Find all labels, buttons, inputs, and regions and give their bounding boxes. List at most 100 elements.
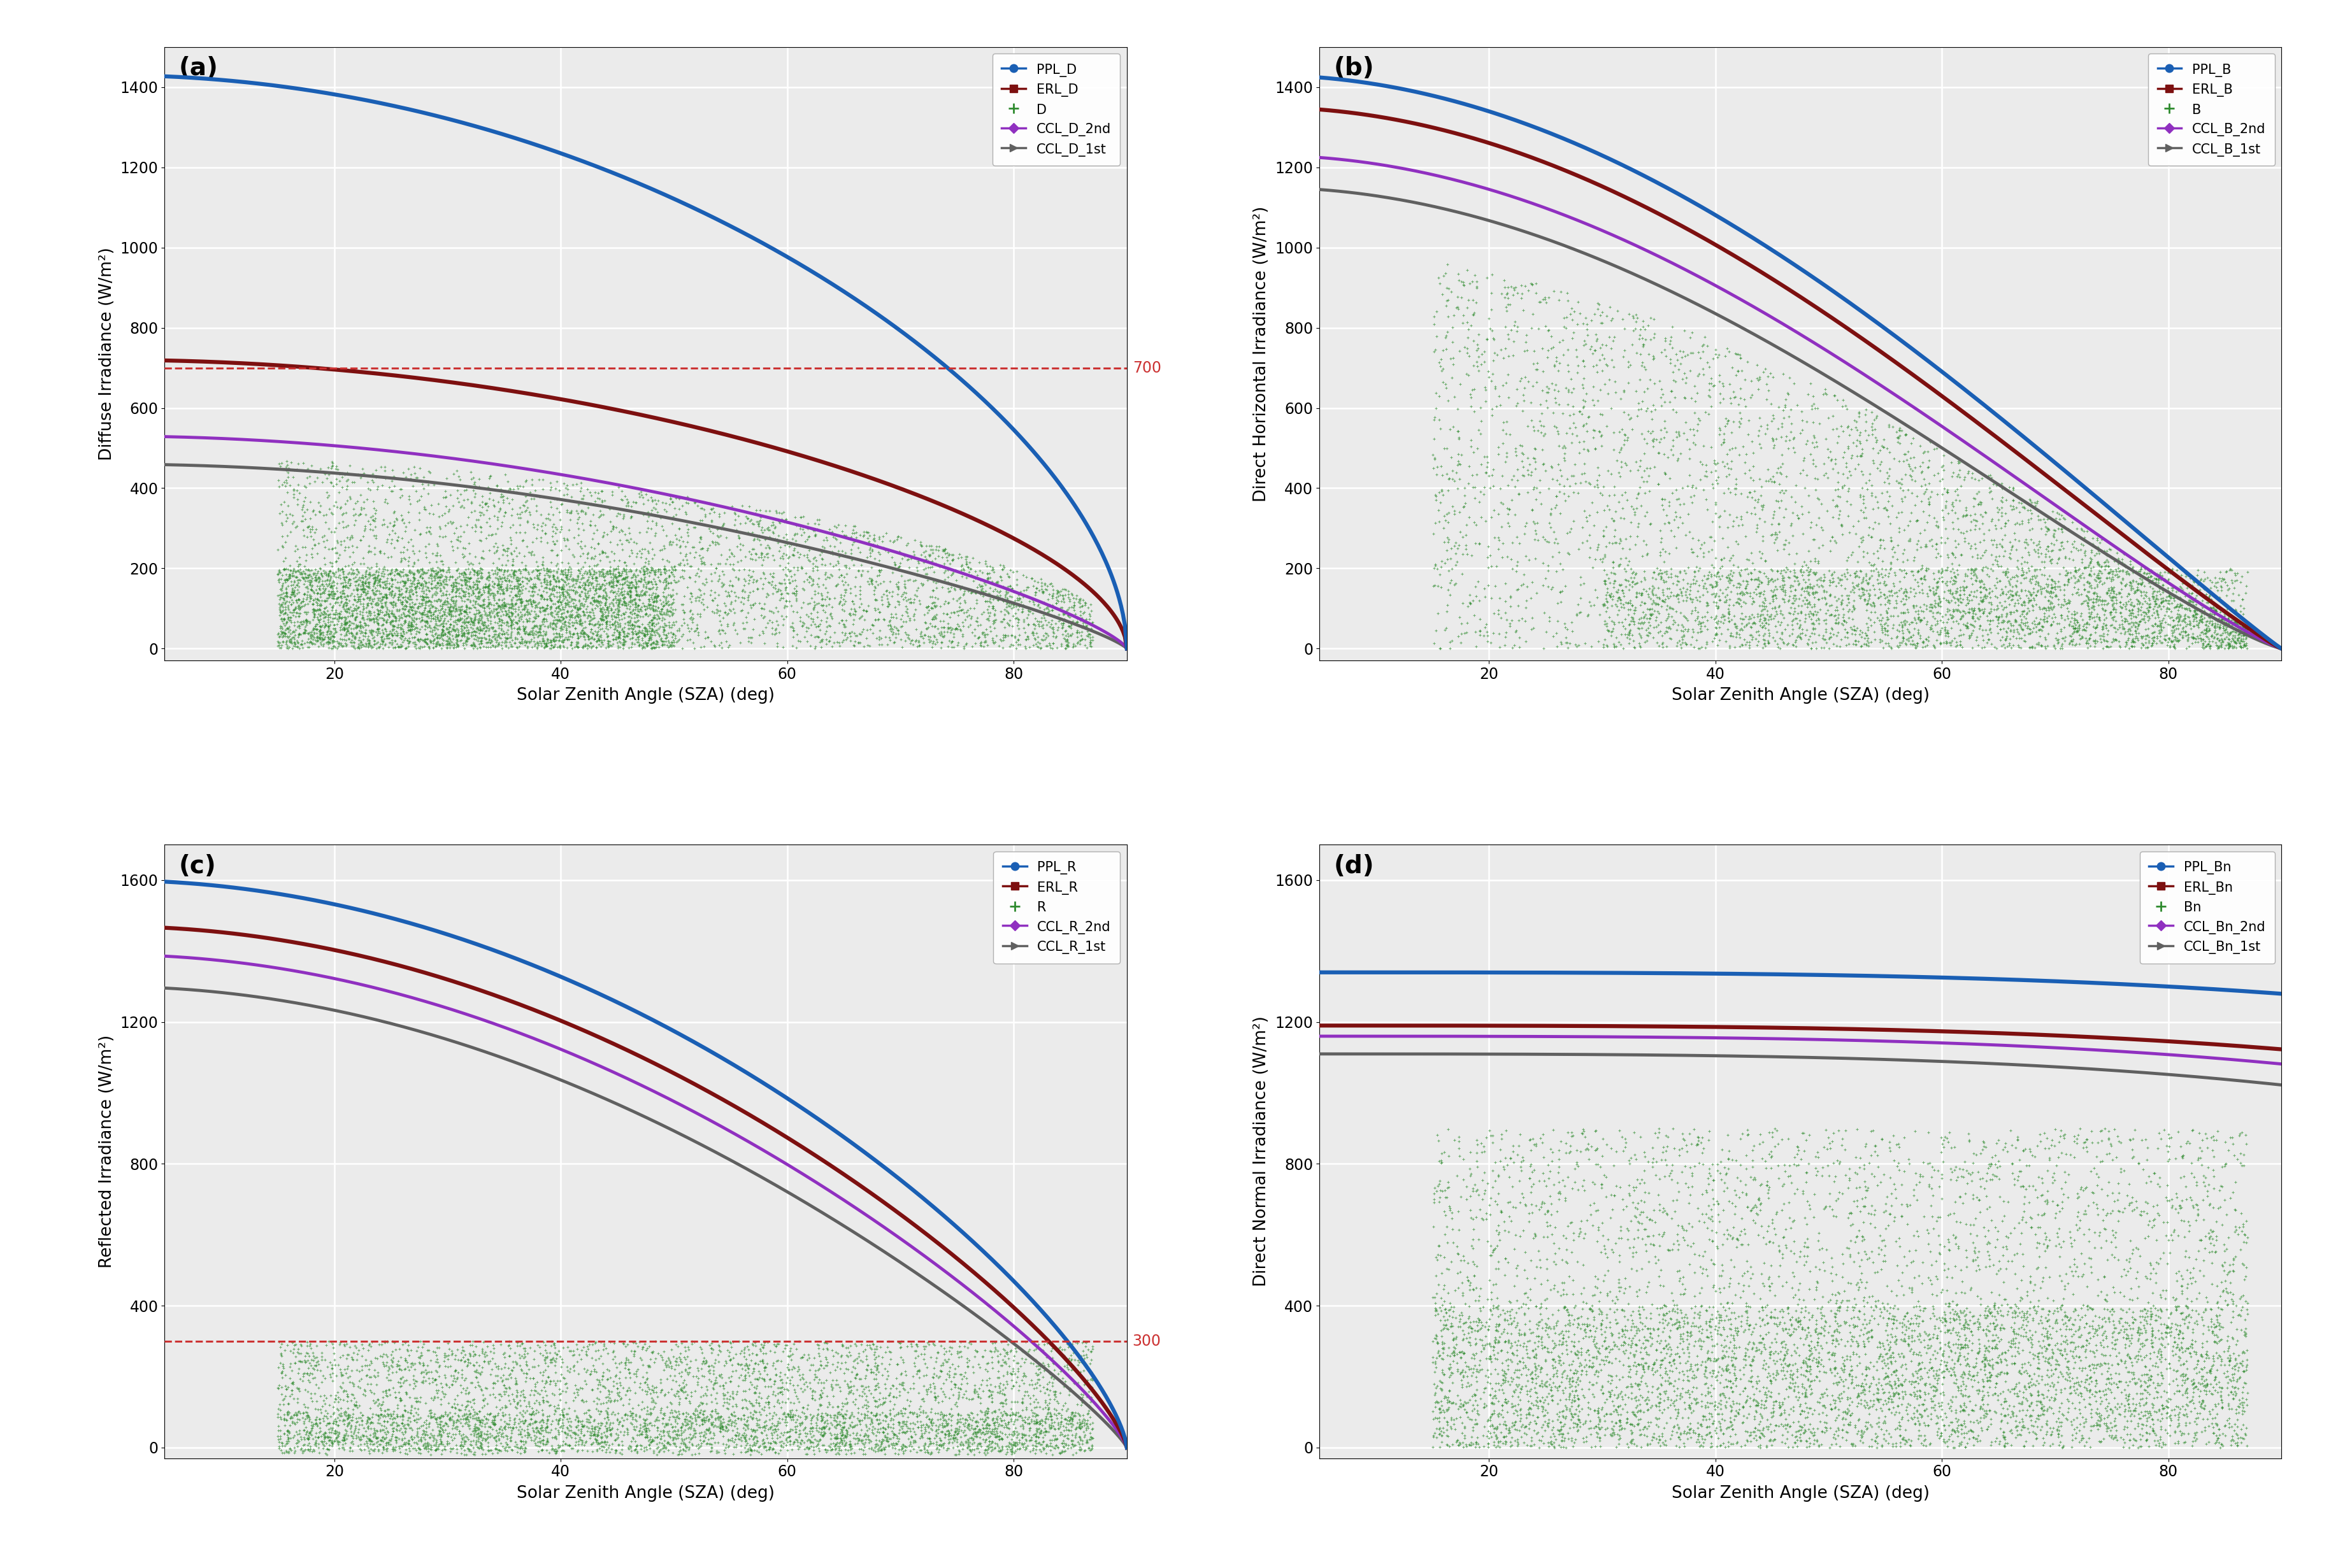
Point bbox=[1929, 607, 1966, 632]
Point bbox=[1898, 1311, 1936, 1336]
Point bbox=[1625, 605, 1663, 630]
Point bbox=[1959, 591, 1997, 616]
Point bbox=[1058, 1328, 1096, 1353]
Point bbox=[1917, 1316, 1955, 1341]
Point bbox=[329, 1403, 367, 1428]
Point bbox=[1482, 586, 1519, 612]
Point bbox=[908, 596, 946, 621]
Point bbox=[1491, 317, 1529, 342]
Point bbox=[343, 456, 381, 481]
Point bbox=[964, 1410, 1002, 1435]
Point bbox=[532, 1417, 569, 1443]
Point bbox=[539, 635, 576, 660]
Point bbox=[1917, 1397, 1955, 1422]
Point bbox=[1708, 1435, 1745, 1460]
Point bbox=[492, 626, 529, 651]
Point bbox=[1788, 1327, 1825, 1352]
Point bbox=[717, 1422, 755, 1447]
Point bbox=[1994, 1305, 2032, 1330]
Point bbox=[318, 586, 355, 612]
Point bbox=[520, 1381, 557, 1406]
Point bbox=[1997, 1242, 2034, 1267]
Point bbox=[548, 563, 586, 588]
Point bbox=[830, 1339, 868, 1364]
Point bbox=[2220, 610, 2258, 635]
Point bbox=[2197, 601, 2234, 626]
Point bbox=[656, 629, 694, 654]
Point bbox=[301, 568, 339, 593]
Point bbox=[2145, 1278, 2183, 1303]
Point bbox=[844, 1435, 882, 1460]
Point bbox=[1905, 1424, 1943, 1449]
Point bbox=[360, 601, 397, 626]
Point bbox=[1548, 1386, 1585, 1411]
Point bbox=[1750, 1229, 1788, 1254]
Point bbox=[315, 619, 353, 644]
Point bbox=[336, 1392, 374, 1417]
Point bbox=[1703, 1381, 1740, 1406]
Point bbox=[1931, 1410, 1969, 1435]
Point bbox=[647, 585, 684, 610]
Point bbox=[2002, 1231, 2039, 1256]
Point bbox=[412, 1405, 449, 1430]
Point bbox=[336, 596, 374, 621]
Point bbox=[1498, 1374, 1536, 1399]
Point bbox=[600, 560, 637, 585]
Point bbox=[2044, 632, 2082, 657]
Point bbox=[2209, 619, 2246, 644]
Point bbox=[2176, 1311, 2213, 1336]
Point bbox=[957, 1408, 995, 1433]
Point bbox=[656, 1406, 694, 1432]
Point bbox=[2067, 1134, 2105, 1159]
Point bbox=[1966, 1176, 2004, 1201]
Point bbox=[513, 543, 550, 568]
Point bbox=[783, 613, 821, 638]
Point bbox=[1792, 1356, 1830, 1381]
Point bbox=[1661, 569, 1698, 594]
Point bbox=[2039, 1406, 2077, 1432]
Point bbox=[924, 1413, 962, 1438]
Point bbox=[280, 601, 318, 626]
Point bbox=[2042, 516, 2079, 541]
Point bbox=[282, 610, 320, 635]
Point bbox=[800, 557, 837, 582]
Point bbox=[600, 582, 637, 607]
Point bbox=[1595, 1399, 1632, 1424]
Point bbox=[541, 478, 579, 503]
Point bbox=[1790, 580, 1828, 605]
Point bbox=[1884, 1306, 1922, 1331]
Point bbox=[1446, 1433, 1484, 1458]
Point bbox=[903, 571, 941, 596]
Point bbox=[1882, 1424, 1919, 1449]
Point bbox=[360, 560, 397, 585]
Point bbox=[266, 557, 303, 582]
Point bbox=[261, 1433, 299, 1458]
Point bbox=[2140, 1433, 2178, 1458]
Point bbox=[1637, 597, 1675, 622]
Point bbox=[1590, 1378, 1628, 1403]
Point bbox=[1042, 610, 1080, 635]
Point bbox=[2117, 626, 2154, 651]
Point bbox=[313, 1416, 350, 1441]
Point bbox=[2039, 1421, 2077, 1446]
Point bbox=[318, 549, 355, 574]
Point bbox=[308, 1413, 346, 1438]
Point bbox=[343, 577, 381, 602]
Point bbox=[2058, 580, 2096, 605]
Point bbox=[807, 599, 844, 624]
Point bbox=[334, 1345, 372, 1370]
Point bbox=[2126, 626, 2164, 651]
Point bbox=[666, 1356, 703, 1381]
Point bbox=[409, 1432, 447, 1457]
Point bbox=[1479, 1377, 1517, 1402]
Point bbox=[1465, 1394, 1503, 1419]
Point bbox=[435, 615, 473, 640]
Point bbox=[527, 1338, 564, 1363]
Point bbox=[2197, 1424, 2234, 1449]
Point bbox=[1456, 532, 1494, 557]
Point bbox=[1740, 1433, 1778, 1458]
Point bbox=[510, 1334, 548, 1359]
Point bbox=[529, 593, 567, 618]
Point bbox=[576, 489, 614, 514]
Point bbox=[2107, 1334, 2145, 1359]
